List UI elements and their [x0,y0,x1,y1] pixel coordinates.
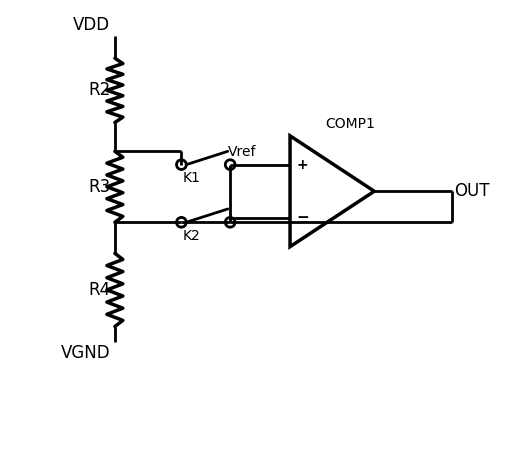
Text: −: − [296,210,309,225]
Text: K2: K2 [182,229,200,243]
Text: OUT: OUT [454,182,490,200]
Text: VDD: VDD [74,16,110,34]
Text: VGND: VGND [61,344,110,362]
Text: R2: R2 [88,81,110,99]
Text: R4: R4 [89,281,110,299]
Text: R3: R3 [88,178,110,196]
Text: COMP1: COMP1 [325,117,375,132]
Text: K1: K1 [182,171,200,185]
Text: +: + [297,158,308,172]
Text: Vref: Vref [228,145,256,159]
